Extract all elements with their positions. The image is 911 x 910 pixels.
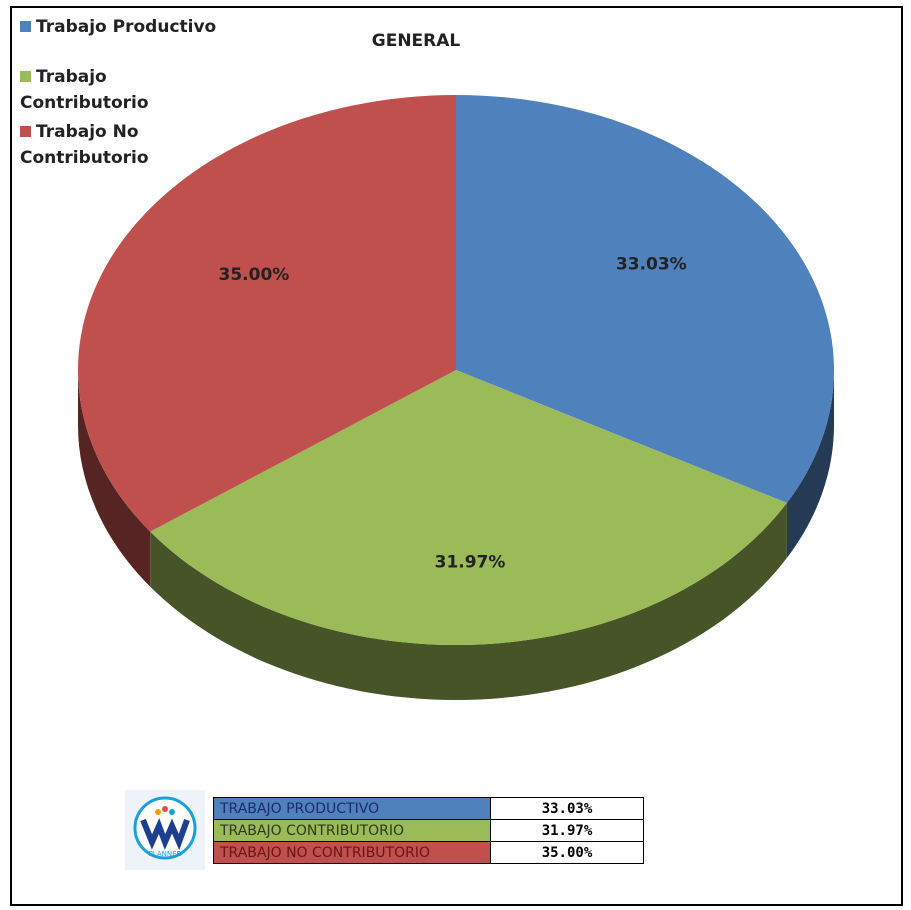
table-cell: TRABAJO CONTRIBUTORIO [213, 819, 491, 842]
table-row: TRABAJO CONTRIBUTORIO 31.97% [213, 819, 644, 842]
legend-swatch [20, 71, 31, 82]
legend-item: Trabajo Productivo [20, 14, 220, 40]
table-row: TRABAJO NO CONTRIBUTORIO 35.00% [213, 841, 644, 864]
data-label: 35.00% [219, 265, 290, 285]
logo-dot [155, 809, 161, 815]
table-cell: TRABAJO PRODUCTIVO [213, 797, 491, 820]
slice-side [78, 370, 151, 587]
logo-text: PLANNER [149, 850, 182, 858]
slice-side [786, 370, 834, 558]
data-label: 31.97% [435, 553, 506, 573]
legend-swatch [20, 126, 31, 137]
table-cell: 31.97% [490, 819, 644, 842]
data-label: 33.03% [616, 254, 687, 274]
legend-label: Trabajo Productivo [36, 17, 217, 37]
legend-label: Trabajo Contributorio [20, 67, 149, 113]
table-cell: 33.03% [490, 797, 644, 820]
slice-side [150, 502, 787, 700]
legend-swatch [20, 21, 31, 32]
legend-item: Trabajo No Contributorio [20, 119, 220, 171]
summary-table: TRABAJO PRODUCTIVO 33.03% TRABAJO CONTRIBU… [213, 797, 644, 864]
chart-frame [10, 6, 903, 906]
logo-dot [162, 806, 168, 812]
legend-item: Trabajo Contributorio [20, 64, 220, 116]
logo-dot [169, 809, 175, 815]
table-cell: TRABAJO NO CONTRIBUTORIO [213, 841, 491, 864]
logo: PLANNER [125, 790, 205, 870]
slice [78, 95, 457, 532]
chart-title: GENERAL [372, 31, 461, 51]
logo-w [140, 818, 190, 851]
table-cell: 35.00% [490, 841, 644, 864]
slice [150, 370, 787, 645]
logo-mark: PLANNER [133, 796, 197, 860]
table-row: TRABAJO PRODUCTIVO 33.03% [213, 797, 644, 820]
slice [456, 95, 834, 503]
legend-label: Trabajo No Contributorio [20, 122, 149, 168]
